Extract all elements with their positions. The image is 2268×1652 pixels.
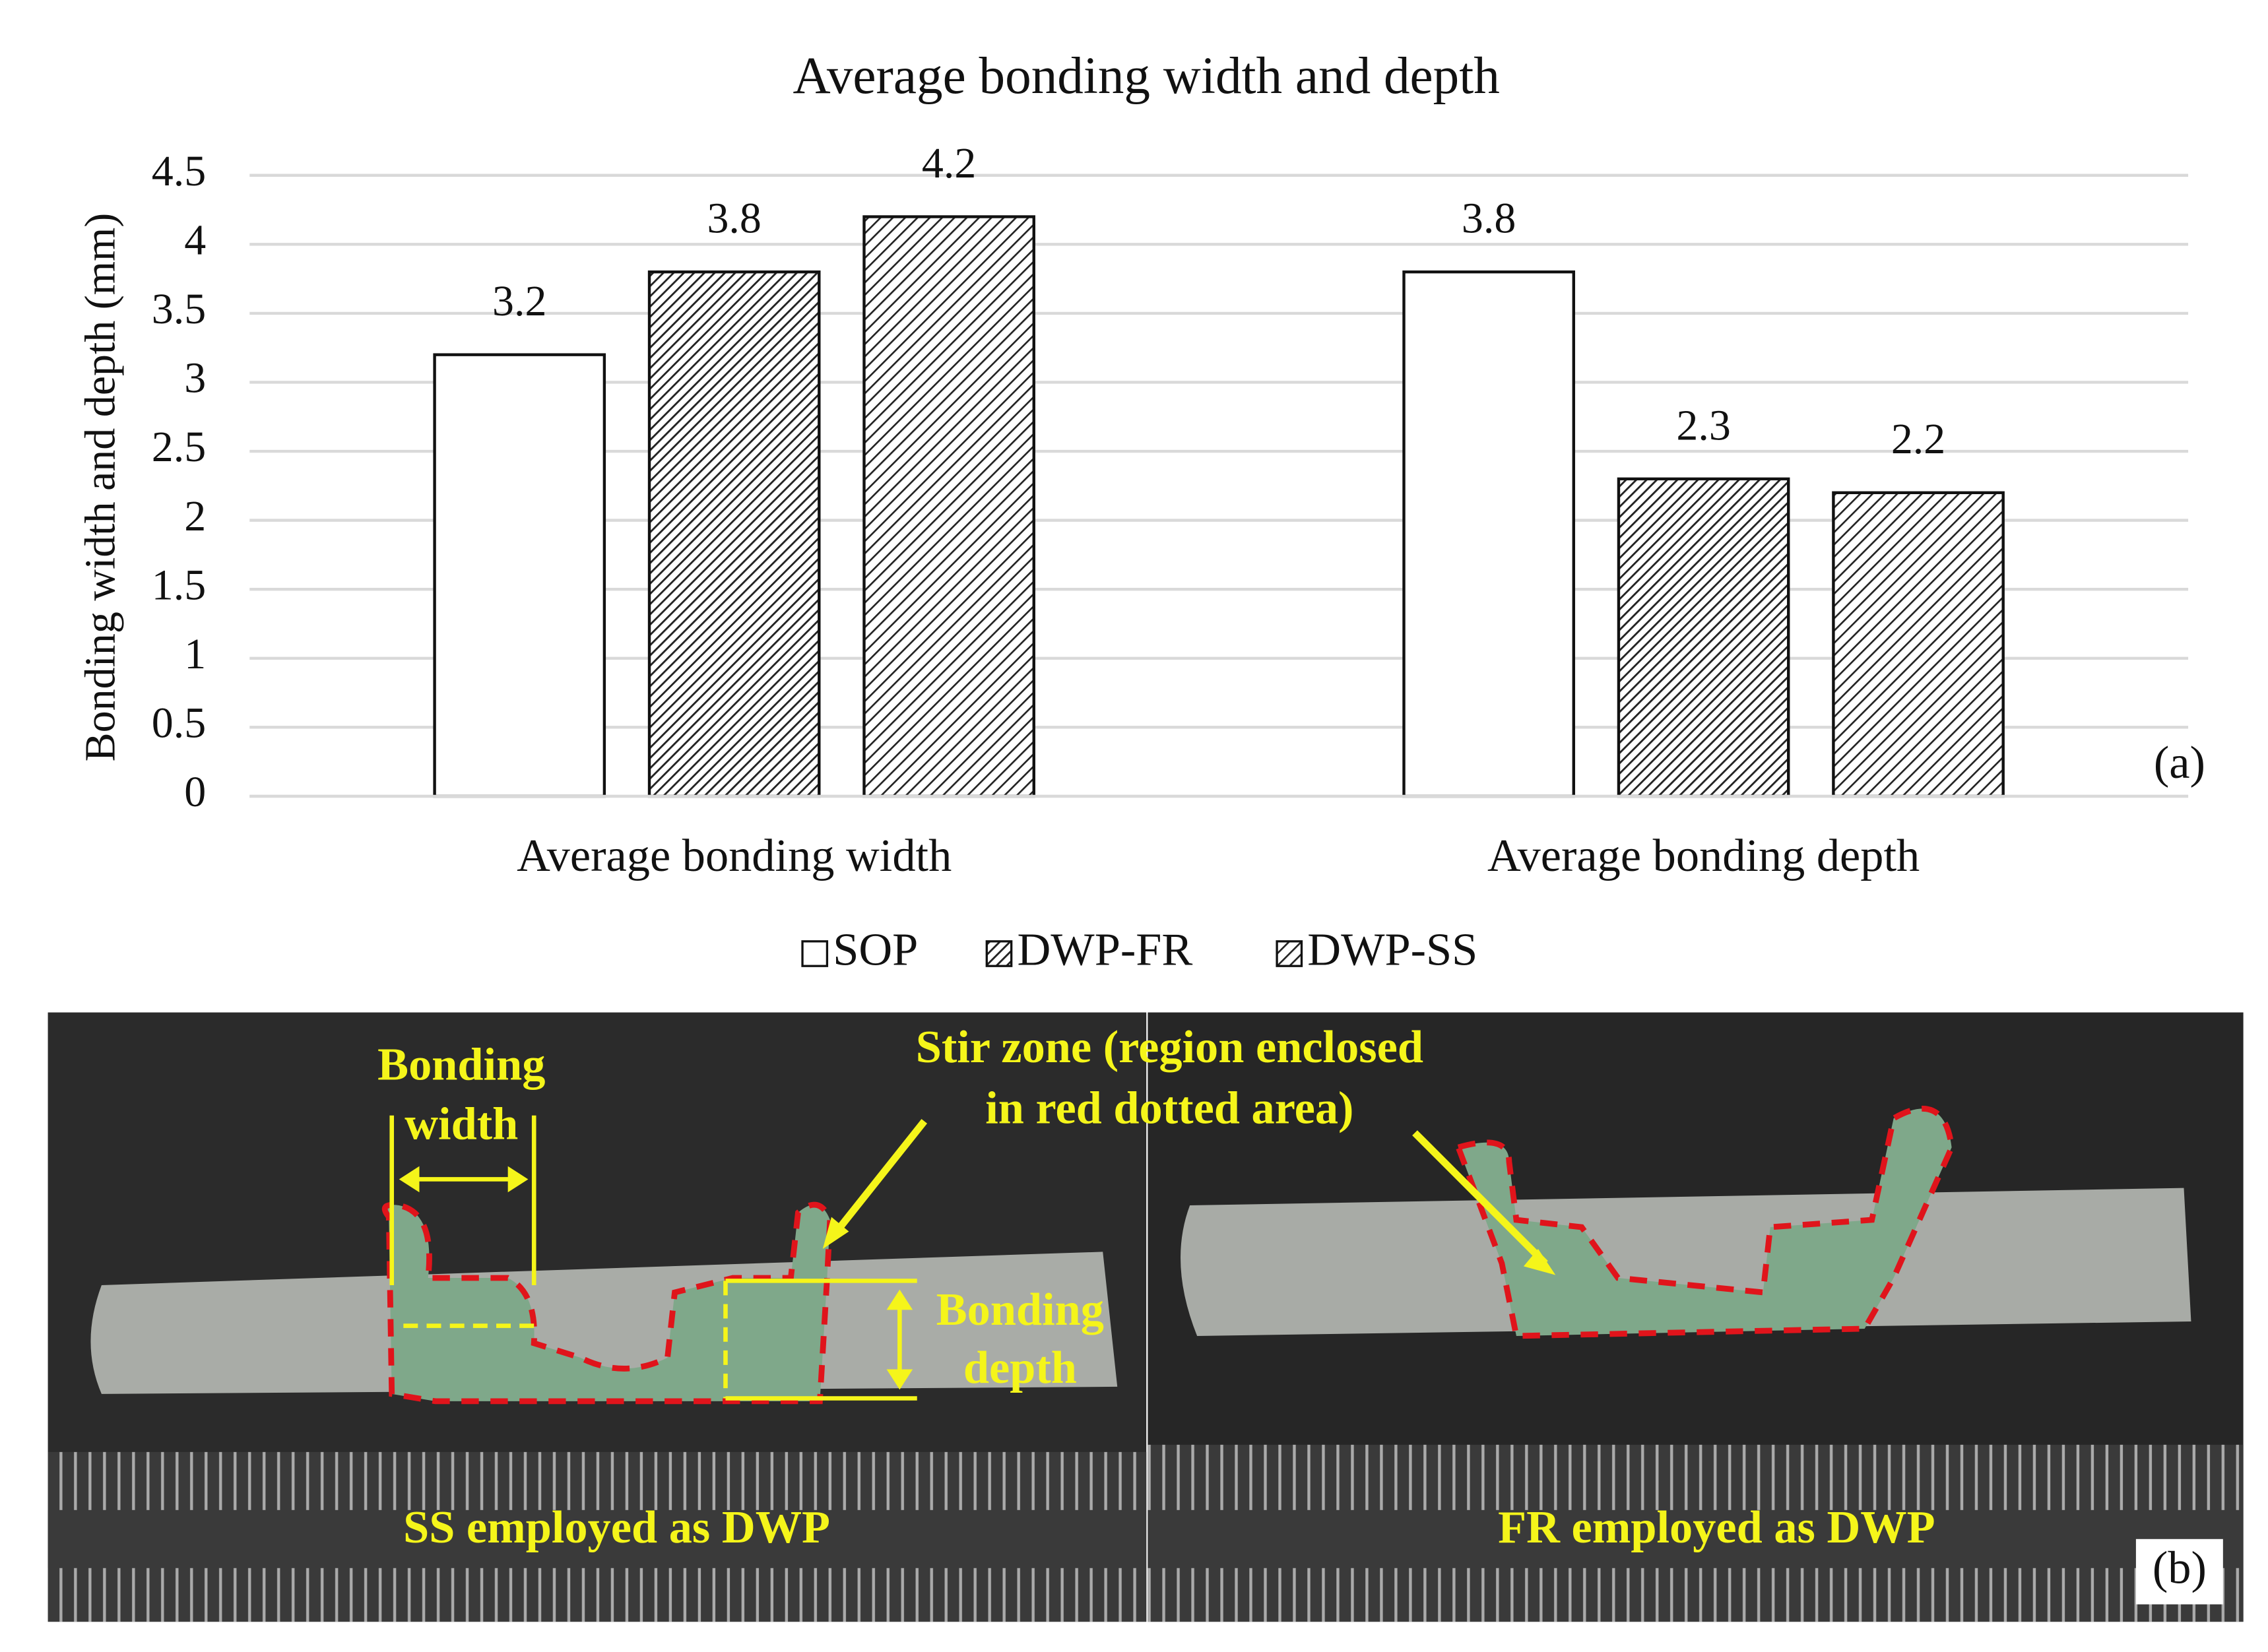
- specimen: [90, 1252, 1118, 1394]
- x-tick-label: Average bonding width: [517, 830, 952, 881]
- y-tick-label: 1: [184, 630, 206, 678]
- y-axis-label: Bonding width and depth (mm): [76, 213, 124, 762]
- arrow-heads: [399, 1166, 1556, 1390]
- value-label: 3.8: [707, 195, 761, 243]
- annotation: Stir zone (region enclosed: [916, 1021, 1423, 1073]
- y-tick-label: 0.5: [152, 699, 206, 747]
- photo-panel: Bonding width Stir zone (region enclosed…: [48, 1012, 2244, 1622]
- bar: [862, 215, 1035, 798]
- value-label: 4.2: [922, 139, 976, 187]
- chart-title: Average bonding width and depth: [793, 47, 1500, 105]
- bar: [647, 270, 821, 798]
- bar: [433, 353, 606, 798]
- legend-swatch: [985, 940, 1013, 967]
- legend-swatch: [801, 940, 829, 967]
- y-tick-label: 2: [184, 492, 206, 540]
- ruler: [1148, 1444, 2244, 1622]
- annotation: depth: [963, 1342, 1077, 1393]
- ruler: [48, 1451, 1147, 1622]
- annotation: Bonding: [936, 1284, 1104, 1335]
- annotation: in red dotted area): [985, 1082, 1353, 1133]
- annotation-lines: [389, 1115, 1548, 1401]
- y-tick-label: 2.5: [152, 423, 206, 471]
- value-label: 3.2: [492, 277, 546, 325]
- y-tick-label: 1.5: [152, 561, 206, 609]
- panel-label: (b): [2153, 1542, 2207, 1594]
- annotation: Bonding: [377, 1038, 545, 1090]
- annotation: width: [405, 1098, 518, 1150]
- value-label: 3.8: [1462, 195, 1516, 243]
- legend-swatch: [1276, 940, 1303, 967]
- panel-label-box: [2135, 1539, 2223, 1604]
- stir-zone: [1454, 1106, 1955, 1339]
- y-tick-label: 3.5: [152, 285, 206, 333]
- stir-zone: [381, 1201, 833, 1405]
- legend-label: DWP-SS: [1307, 924, 1477, 976]
- legend-label: DWP-FR: [1017, 924, 1192, 976]
- x-tick-label: Average bonding depth: [1487, 830, 1920, 881]
- y-tick-label: 3: [184, 354, 206, 402]
- panel-label: (a): [2154, 737, 2205, 788]
- caption: FR employed as DWP: [1498, 1502, 1935, 1553]
- caption: SS employed as DWP: [403, 1502, 830, 1553]
- specimen: [1181, 1188, 2191, 1336]
- bar: [1832, 491, 2005, 798]
- y-tick-label: 0: [184, 768, 206, 816]
- legend-label: SOP: [833, 924, 918, 976]
- value-label: 2.2: [1891, 415, 1945, 463]
- y-tick-label: 4: [184, 216, 206, 264]
- bar: [1617, 477, 1790, 798]
- bar: [1402, 270, 1575, 798]
- y-tick-label: 4.5: [152, 147, 206, 195]
- value-label: 2.3: [1676, 401, 1730, 449]
